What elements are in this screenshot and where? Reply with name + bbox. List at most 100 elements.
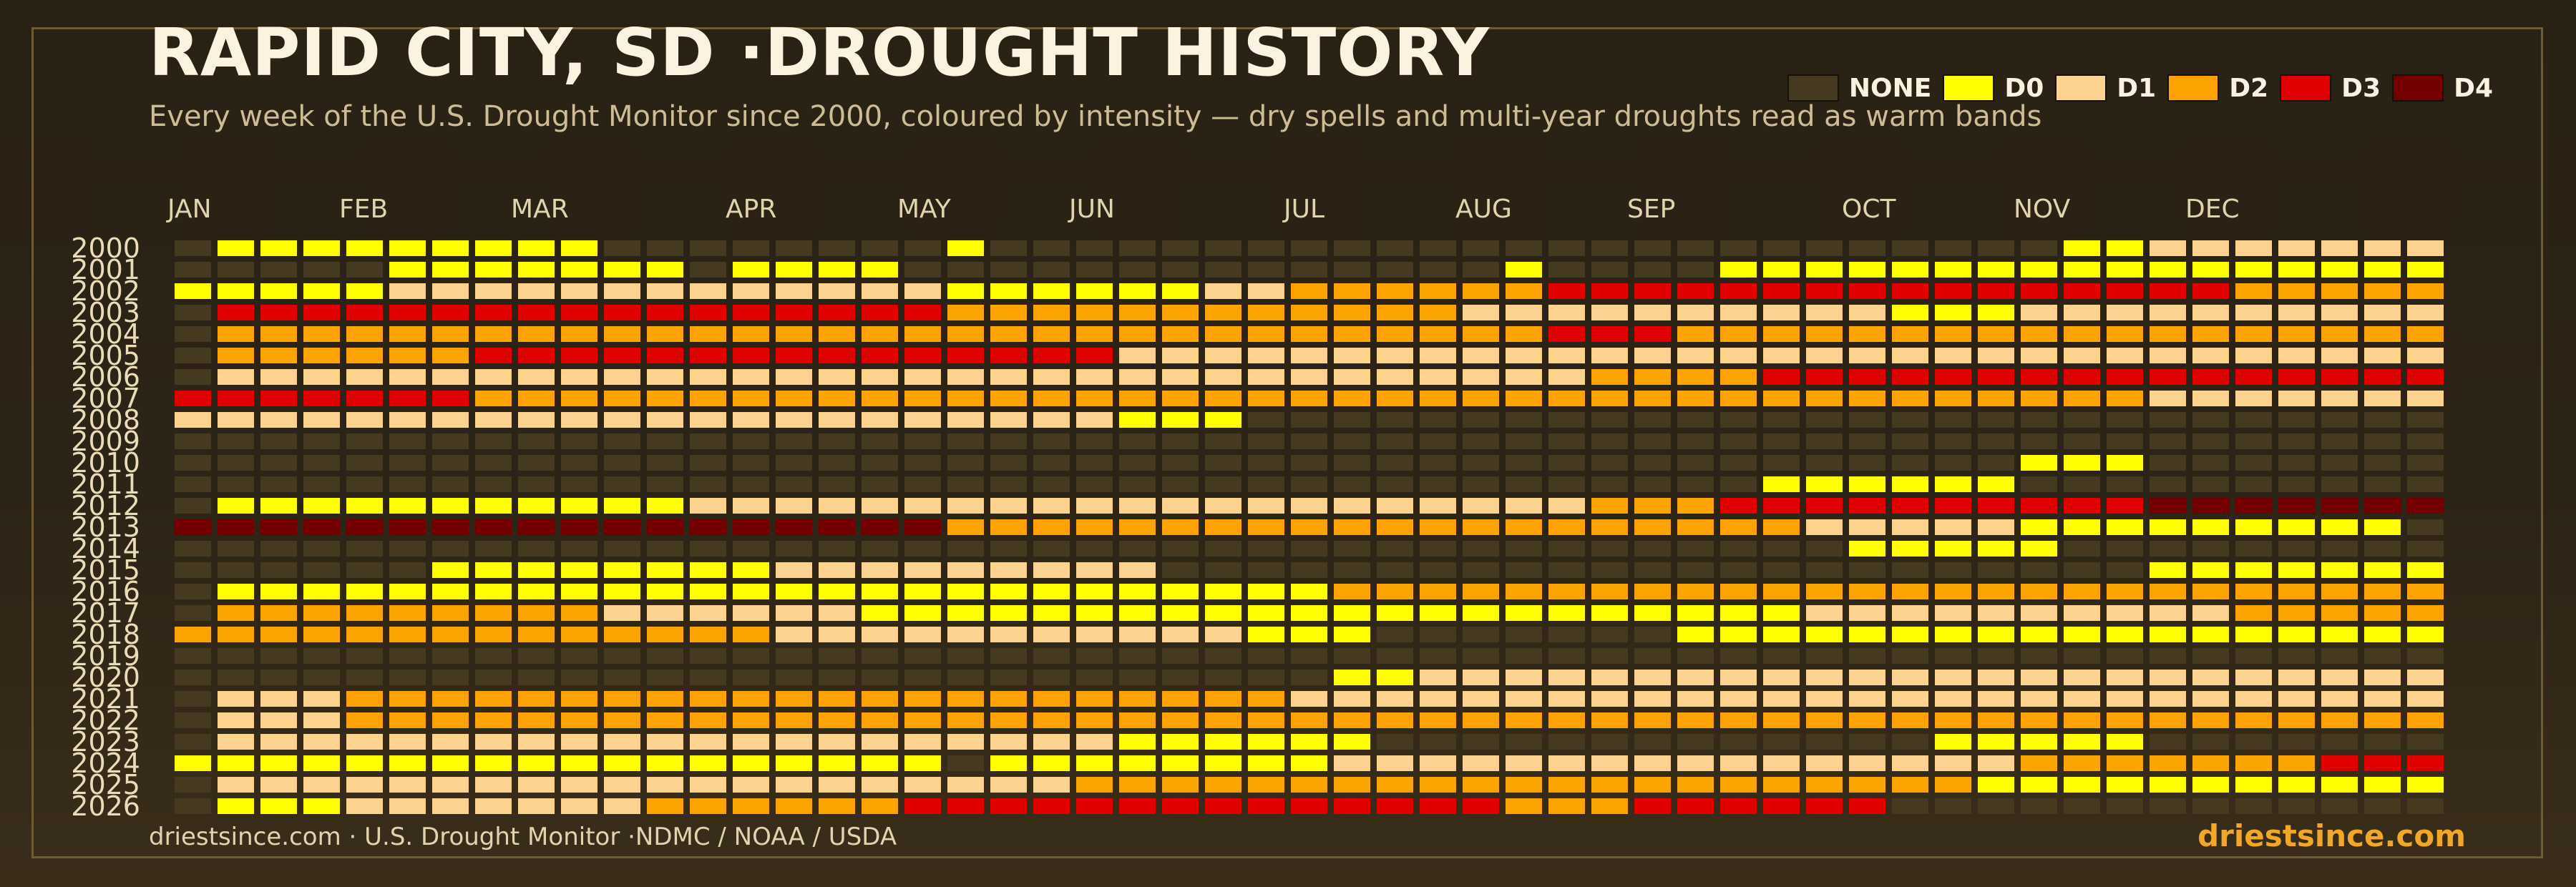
heatmap-cell: [2107, 755, 2143, 771]
heatmap-cell: [260, 777, 297, 793]
heatmap-cell: [2192, 541, 2229, 557]
heatmap-cell: [1720, 369, 1757, 385]
heatmap-cell: [1677, 584, 1714, 599]
heatmap-cell: [2192, 455, 2229, 471]
heatmap-cell: [1291, 648, 1327, 664]
heatmap-cell: [303, 562, 340, 578]
legend-swatch: [2167, 74, 2220, 102]
heatmap-cell: [604, 326, 640, 342]
heatmap-cell: [2278, 798, 2315, 814]
heatmap-cell: [947, 433, 984, 449]
heatmap-cell: [1935, 798, 1971, 814]
heatmap-cell: [1420, 755, 1456, 771]
heatmap-cell: [1205, 691, 1241, 707]
heatmap-cell: [2064, 691, 2100, 707]
heatmap-cell: [733, 348, 769, 363]
heatmap-cell: [303, 433, 340, 449]
heatmap-cell: [1935, 605, 1971, 621]
heatmap-cell: [1591, 712, 1628, 728]
heatmap-cell: [1119, 369, 1156, 385]
heatmap-cell: [947, 326, 984, 342]
heatmap-cell: [2021, 369, 2057, 385]
heatmap-cell: [2150, 755, 2186, 771]
heatmap-cell: [990, 584, 1027, 599]
heatmap-cell: [2364, 476, 2401, 492]
heatmap-cell: [690, 605, 726, 621]
heatmap-cell: [1248, 433, 1284, 449]
heatmap-cell: [1763, 777, 1800, 793]
heatmap-cell: [2064, 798, 2100, 814]
heatmap-cell: [475, 648, 512, 664]
heatmap-cell: [1463, 755, 1499, 771]
heatmap-cell: [2107, 326, 2143, 342]
heatmap-cell: [647, 326, 683, 342]
heatmap-cell: [1033, 283, 1070, 299]
heatmap-cell: [1806, 541, 1843, 557]
heatmap-cell: [1677, 627, 1714, 642]
heatmap-cell: [2192, 369, 2229, 385]
heatmap-cell: [218, 498, 254, 514]
heatmap-cell: [1076, 519, 1113, 535]
heatmap-cell: [904, 691, 941, 707]
heatmap-cell: [1162, 627, 1199, 642]
heatmap-cell: [1119, 348, 1156, 363]
heatmap-cell: [1892, 605, 1928, 621]
heatmap-cell: [2364, 627, 2401, 642]
heatmap-cell: [1334, 391, 1370, 406]
heatmap-cell: [862, 305, 898, 320]
heatmap-cell: [1892, 455, 1928, 471]
heatmap-cell: [1634, 627, 1671, 642]
heatmap-cell: [819, 798, 855, 814]
heatmap-cell: [1591, 691, 1628, 707]
heatmap-cell: [1591, 627, 1628, 642]
heatmap-cell: [2150, 691, 2186, 707]
heatmap-cell: [1591, 562, 1628, 578]
heatmap-cell: [690, 798, 726, 814]
heatmap-cell: [733, 755, 769, 771]
heatmap-cell: [432, 562, 469, 578]
heatmap-cell: [1935, 262, 1971, 278]
heatmap-cell: [733, 476, 769, 492]
heatmap-cell: [346, 798, 383, 814]
heatmap-cell: [2235, 326, 2272, 342]
heatmap-cell: [2150, 798, 2186, 814]
heatmap-cell: [2107, 348, 2143, 363]
heatmap-cell: [1162, 283, 1199, 299]
heatmap-cell: [1892, 240, 1928, 256]
year-label: 2018: [71, 619, 140, 650]
heatmap-cell: [303, 476, 340, 492]
heatmap-cell: [260, 348, 297, 363]
heatmap-cell: [1935, 691, 1971, 707]
heatmap-cell: [561, 648, 597, 664]
heatmap-cell: [432, 240, 469, 256]
heatmap-cell: [1033, 412, 1070, 428]
heatmap-cell: [990, 734, 1027, 750]
year-label: 2026: [71, 790, 140, 822]
heatmap-cell: [1420, 627, 1456, 642]
heatmap-cell: [1849, 777, 1885, 793]
heatmap-cell: [1334, 305, 1370, 320]
heatmap-cell: [862, 369, 898, 385]
heatmap-cell: [1978, 433, 2014, 449]
heatmap-cell: [1205, 670, 1241, 685]
heatmap-cell: [175, 691, 211, 707]
heatmap-cell: [1334, 498, 1370, 514]
heatmap-cell: [475, 712, 512, 728]
heatmap-cell: [2192, 348, 2229, 363]
heatmap-cell: [1806, 734, 1843, 750]
heatmap-cell: [947, 691, 984, 707]
heatmap-cell: [1162, 777, 1199, 793]
heatmap-cell: [432, 283, 469, 299]
heatmap-cell: [432, 691, 469, 707]
heatmap-cell: [2407, 283, 2444, 299]
heatmap-cell: [218, 240, 254, 256]
heatmap-cell: [1291, 262, 1327, 278]
heatmap-cell: [1591, 369, 1628, 385]
heatmap-cell: [346, 433, 383, 449]
heatmap-cell: [2407, 734, 2444, 750]
heatmap-cell: [1892, 670, 1928, 685]
heatmap-cell: [389, 519, 426, 535]
heatmap-cell: [947, 519, 984, 535]
heatmap-cell: [1420, 519, 1456, 535]
brand-link[interactable]: driestsince.com: [2197, 818, 2466, 853]
